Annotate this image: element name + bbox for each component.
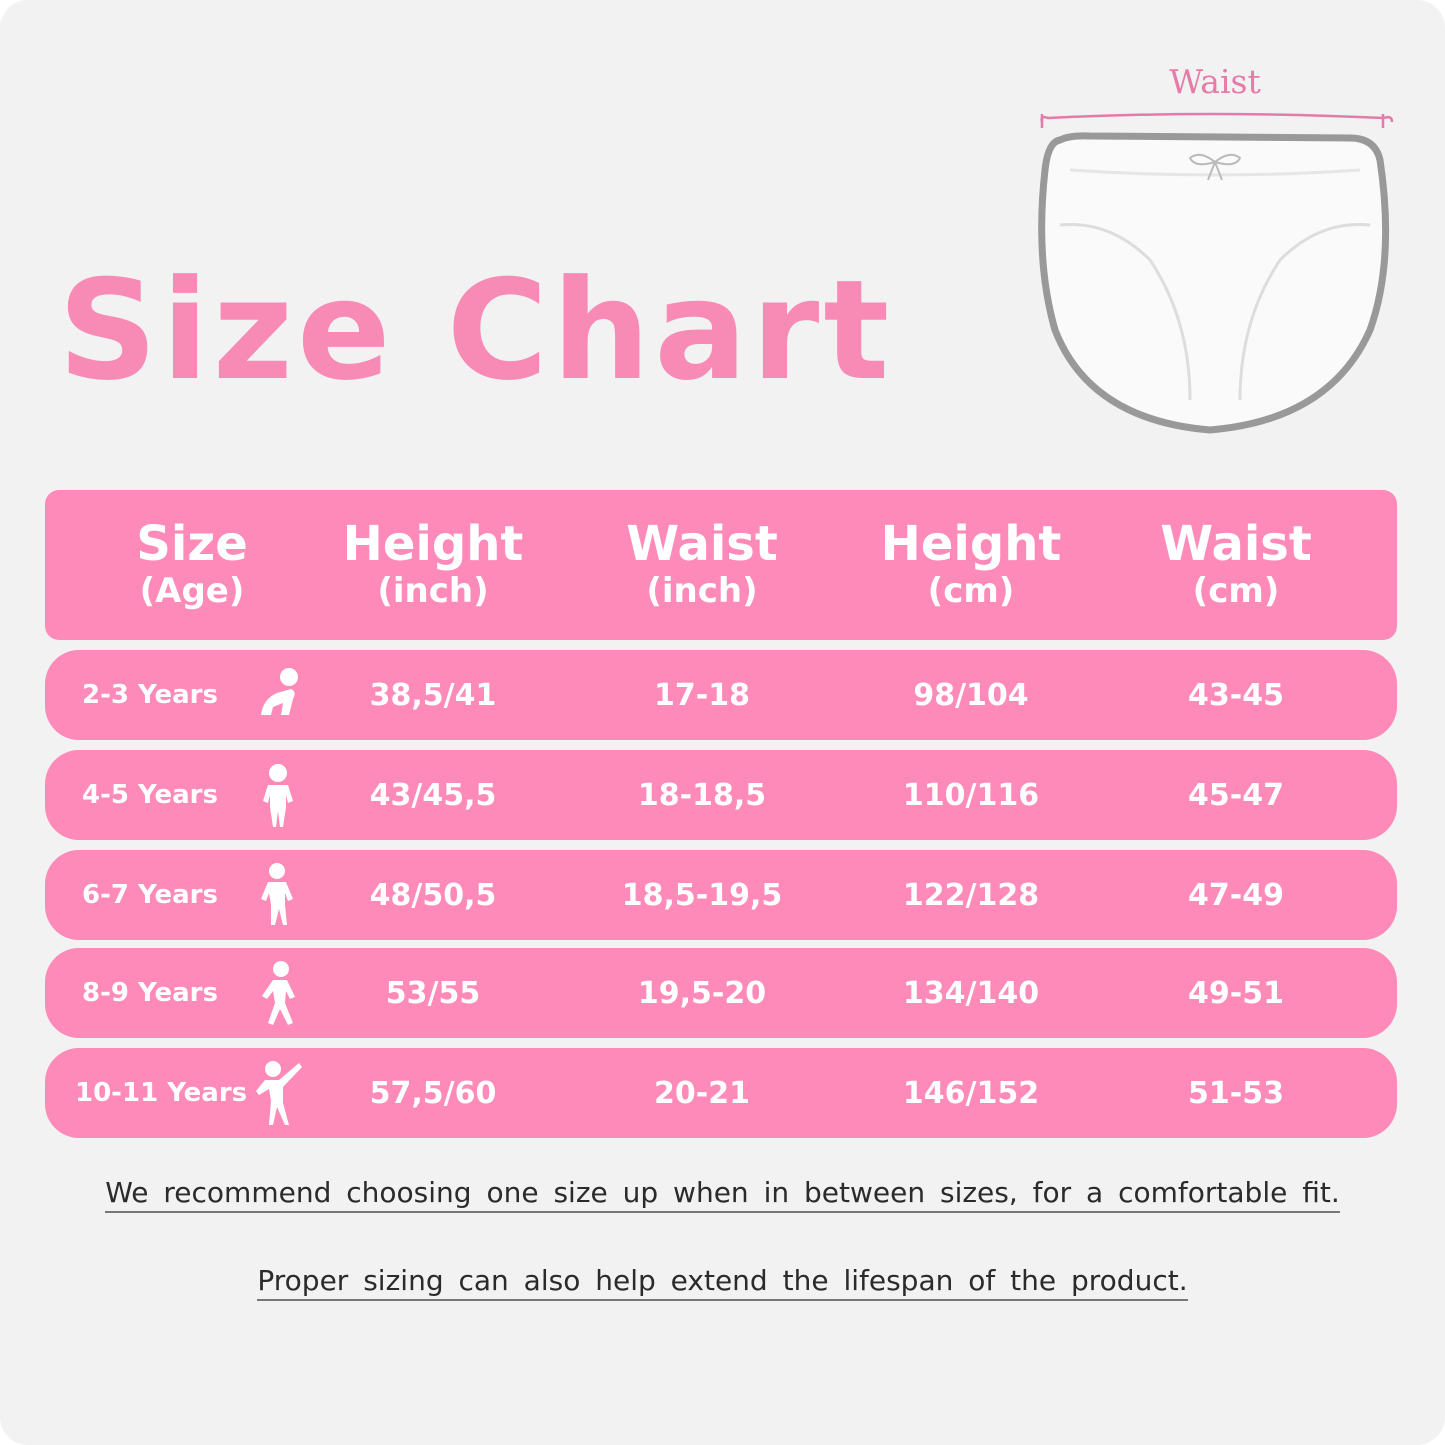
cell-waist-cm: 45-47 [1188, 777, 1284, 813]
cell-height-cm: 134/140 [902, 975, 1040, 1011]
waist-label: Waist [1169, 62, 1261, 101]
cell-age: 6-7 Years [82, 880, 218, 910]
cell-waist-cm: 43-45 [1188, 677, 1284, 713]
table-header: Size (Age) Height (inch) Waist (inch) Heigh… [45, 490, 1397, 640]
cell-waist-inch: 20-21 [654, 1075, 750, 1111]
toddler-icon [263, 764, 293, 827]
cell-waist-inch: 17-18 [654, 677, 750, 713]
table-row: 10-11 Years 57,5/60 20-21 146/152 51-53 [45, 1048, 1397, 1138]
cell-height-inch: 38,5/41 [369, 677, 497, 713]
table-row: 8-9 Years 53/55 19,5-20 134/140 49-51 [45, 948, 1397, 1038]
header-waist-inch: Waist (inch) [626, 516, 778, 611]
page-title: Size Chart [58, 250, 894, 411]
cell-age: 2-3 Years [82, 680, 218, 710]
header-waist-cm: Waist (cm) [1160, 516, 1312, 611]
cell-waist-cm: 49-51 [1188, 975, 1284, 1011]
child-waving-icon [256, 1061, 302, 1125]
cell-waist-cm: 51-53 [1188, 1075, 1284, 1111]
cell-age: 4-5 Years [82, 780, 218, 810]
cell-waist-inch: 19,5-20 [637, 975, 767, 1011]
cell-height-inch: 57,5/60 [369, 1075, 497, 1111]
bow-icon [1188, 153, 1242, 181]
cell-height-inch: 48/50,5 [369, 877, 497, 913]
cell-height-cm: 146/152 [902, 1075, 1040, 1111]
child-walking-icon [262, 961, 295, 1025]
note-lifespan: Proper sizing can also help extend the l… [0, 1264, 1445, 1301]
cell-height-inch: 53/55 [385, 975, 481, 1011]
cell-waist-cm: 47-49 [1188, 877, 1284, 913]
cell-height-inch: 43/45,5 [369, 777, 497, 813]
child-standing-icon [261, 863, 293, 925]
header-height-cm: Height (cm) [880, 516, 1062, 611]
table-row: 2-3 Years 38,5/41 17-18 98/104 43-45 [45, 650, 1397, 740]
cell-height-cm: 122/128 [902, 877, 1040, 913]
cell-height-cm: 110/116 [902, 777, 1040, 813]
table-row: 6-7 Years 48/50,5 18,5-19,5 122/128 47-49 [45, 850, 1397, 940]
cell-waist-inch: 18,5-19,5 [621, 877, 783, 913]
cell-waist-inch: 18-18,5 [637, 777, 767, 813]
header-size: Size (Age) [136, 516, 248, 611]
cell-age: 8-9 Years [82, 978, 218, 1008]
underwear-illustration [1038, 112, 1394, 434]
table-row: 4-5 Years 43/45,5 18-18,5 110/116 45-47 [45, 750, 1397, 840]
crawling-baby-icon [261, 668, 298, 715]
cell-height-cm: 98/104 [913, 677, 1029, 713]
header-height-inch: Height (inch) [342, 516, 524, 611]
cell-age: 10-11 Years [75, 1078, 248, 1108]
note-size-up: We recommend choosing one size up when i… [0, 1176, 1445, 1213]
